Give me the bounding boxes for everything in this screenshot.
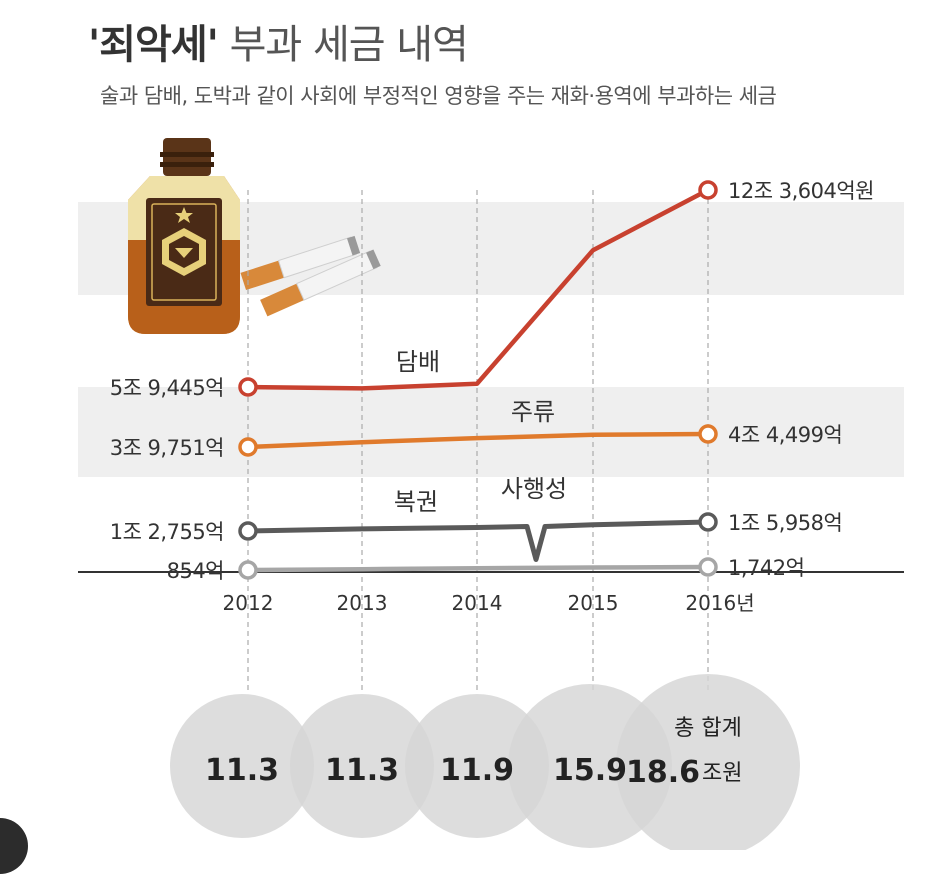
series-start-label: 5조 9,445억 xyxy=(110,376,224,400)
total-value: 18.6 xyxy=(626,755,700,790)
page-title: '죄악세' 부과 세금 내역 xyxy=(88,12,469,70)
series-name-label: 사행성 xyxy=(501,475,567,503)
labels-layer: 5조 9,445억 12조 3,604억원 3조 9,751억 4조 4,499억 1조… xyxy=(110,179,875,583)
series-point xyxy=(238,560,258,580)
series-start-label: 3조 9,751억 xyxy=(110,436,224,460)
cigarette-icon xyxy=(240,235,381,317)
series-start-label: 1조 2,755억 xyxy=(110,520,224,544)
total-value: 11.3 xyxy=(205,753,279,788)
series-point xyxy=(698,424,718,444)
x-tick-label: 2012 xyxy=(223,591,274,615)
background-band xyxy=(78,387,904,477)
title-highlight: '죄악세' xyxy=(88,22,219,68)
series-end-label: 1,742억 xyxy=(728,556,804,580)
series-point xyxy=(238,377,258,397)
series-end-label: 4조 4,499억 xyxy=(728,423,842,447)
total-value: 11.3 xyxy=(325,753,399,788)
series-start-label: 854억 xyxy=(167,559,224,583)
total-circle xyxy=(616,674,800,850)
total-circle xyxy=(290,694,434,838)
x-tick-label: 2016년 xyxy=(685,591,754,615)
series-point xyxy=(698,512,718,532)
total-circle xyxy=(405,694,549,838)
series-end-label: 1조 5,958억 xyxy=(728,511,842,535)
total-value: 15.9 xyxy=(553,753,627,788)
series-point xyxy=(698,180,718,200)
series-line xyxy=(247,188,710,391)
x-tick-label: 2015 xyxy=(568,591,619,615)
totals-layer: 11.3 11.3 11.9 15.9 총 합계 18.6 조원 xyxy=(170,674,800,850)
page-subtitle: 술과 담배, 도박과 같이 사회에 부정적인 영향을 주는 재화·용역에 부과하… xyxy=(100,84,777,108)
total-unit: 조원 xyxy=(702,761,742,786)
x-tick-label: 2013 xyxy=(337,591,388,615)
series-name-label: 복권 xyxy=(394,488,438,516)
series-line xyxy=(247,519,709,562)
series-name-label: 담배 xyxy=(396,348,440,376)
series-name-label: 주류 xyxy=(511,398,555,426)
series-layer xyxy=(238,180,718,580)
x-tick-labels: 2012 2013 2014 2015 2016년 xyxy=(223,591,755,615)
series-point xyxy=(238,437,258,457)
total-value: 11.9 xyxy=(440,753,514,788)
series-point xyxy=(238,521,258,541)
series-point xyxy=(698,557,718,577)
x-tick-label: 2014 xyxy=(452,591,503,615)
sin-tax-chart: 5조 9,445억 12조 3,604억원 3조 9,751억 4조 4,499억 1조… xyxy=(78,138,904,850)
series-line xyxy=(247,431,709,450)
series-end-label: 12조 3,604억원 xyxy=(728,179,874,203)
bottle-icon xyxy=(128,138,240,334)
title-rest: 부과 세금 내역 xyxy=(229,22,469,68)
total-caption: 총 합계 xyxy=(674,716,742,741)
series-line xyxy=(247,564,709,573)
total-circle xyxy=(170,694,314,838)
year-guides xyxy=(247,190,709,690)
